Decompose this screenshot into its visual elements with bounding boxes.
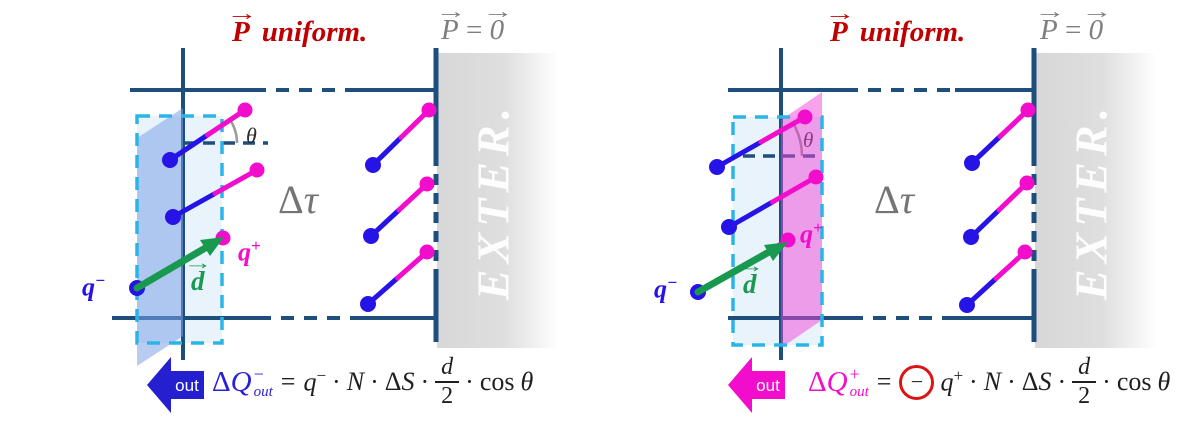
d-vector-label-right: → d [735, 256, 765, 299]
exterior-region-right: EXTER. [1035, 53, 1157, 348]
p-vector-symbol: → P [824, 1, 856, 48]
exterior-region-left: EXTER. [437, 53, 559, 348]
out-label: out [175, 376, 199, 395]
q-negative-label-right: q− [654, 273, 678, 304]
vector-arrow-icon: → [481, 0, 514, 24]
d-over-2: d 2 [435, 354, 460, 409]
displacement-vector [133, 237, 224, 292]
out-arrow-negative: out [147, 357, 204, 413]
p-vector-symbol: → P [226, 1, 258, 48]
surface-box-outline [135, 114, 224, 345]
out-arrow-positive: out [728, 357, 785, 413]
p-vector-symbol: → P [1034, 0, 1066, 46]
surface-box-outline [731, 115, 824, 347]
left-panel: θ [112, 48, 439, 413]
q-positive-label-left: q+ [238, 236, 261, 267]
out-label: out [756, 376, 780, 395]
d-vector-label-left: → d [183, 253, 213, 296]
delta-s-term: ΔS [1021, 367, 1052, 397]
displacement-vector [694, 242, 788, 296]
q-negative-label-left: q− [82, 271, 106, 302]
volume-element-label-right: Δτ [874, 177, 915, 222]
q-term: q+ [940, 365, 964, 397]
p-zero-title-left: → P = → 0 [435, 0, 514, 46]
p-zero-title-right: → P = → 0 [1034, 0, 1113, 46]
vector-arrow-icon: → [1080, 0, 1113, 24]
vector-arrow-icon: → [735, 256, 765, 278]
delta-s-term: ΔS [384, 367, 415, 397]
theta-label: θ [246, 123, 257, 148]
vector-arrow-icon: → [1034, 0, 1066, 24]
vector-arrow-icon: → [226, 1, 258, 26]
q-term: q− [303, 365, 327, 397]
swept-plane-negative [137, 108, 183, 366]
circled-minus-sign: − [899, 364, 935, 400]
zero-vector-symbol: → 0 [1080, 0, 1113, 46]
vector-arrow-icon: → [435, 0, 467, 24]
q-positive-label-right: q+ [800, 218, 823, 249]
d-over-2: d 2 [1072, 354, 1097, 409]
vector-arrow-icon: → [824, 1, 856, 26]
p-vector-symbol: → P [435, 0, 467, 46]
swept-plane-positive [781, 92, 822, 348]
vector-arrow-icon: → [183, 253, 213, 275]
volume-element-label-left: Δτ [278, 177, 319, 222]
right-panel: θ [690, 48, 1037, 413]
zero-vector-symbol: → 0 [481, 0, 514, 46]
